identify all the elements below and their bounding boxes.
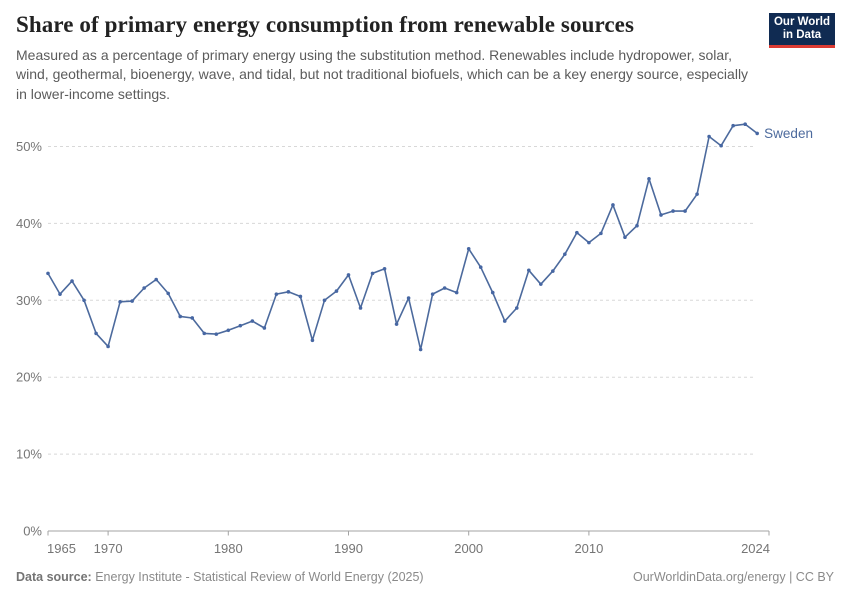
data-point-1977[interactable] <box>190 316 195 320</box>
data-point-1979[interactable] <box>214 332 219 336</box>
data-point-2018[interactable] <box>683 209 687 213</box>
data-point-1970[interactable] <box>106 344 110 349</box>
y-tick-label-50: 50% <box>16 139 42 154</box>
data-point-2013[interactable] <box>623 235 627 240</box>
data-point-1984[interactable] <box>274 292 279 296</box>
data-source: Data source: Energy Institute - Statisti… <box>16 570 424 590</box>
data-point-1986[interactable] <box>298 294 303 299</box>
data-point-2009[interactable] <box>575 230 579 235</box>
data-point-1973[interactable] <box>142 286 146 290</box>
x-tick-label-1990: 1990 <box>334 541 363 556</box>
chart-subtitle: Measured as a percentage of primary ener… <box>16 47 749 102</box>
data-point-1971[interactable] <box>118 300 122 304</box>
data-point-1994[interactable] <box>394 322 399 326</box>
data-point-2001[interactable] <box>478 265 483 270</box>
data-point-1972[interactable] <box>130 299 134 303</box>
data-point-2023[interactable] <box>743 122 747 126</box>
data-point-2006[interactable] <box>539 282 543 286</box>
data-point-1978[interactable] <box>202 331 207 336</box>
chart-footer: Data source: Energy Institute - Statisti… <box>16 570 834 590</box>
data-line-sweden[interactable] <box>47 123 759 351</box>
data-point-2002[interactable] <box>490 290 495 295</box>
data-point-2004[interactable] <box>514 306 519 310</box>
data-point-1982[interactable] <box>250 319 255 323</box>
data-point-1983[interactable] <box>262 326 267 330</box>
data-point-2010[interactable] <box>587 240 591 245</box>
chart-header: Share of primary energy consumption from… <box>16 12 761 104</box>
owid-logo-line1: Our World <box>773 16 830 28</box>
data-point-2021[interactable] <box>719 143 723 148</box>
data-point-1999[interactable] <box>454 290 459 295</box>
x-tick-label-2010: 2010 <box>574 541 603 556</box>
data-source-label: Data source: <box>16 570 92 584</box>
data-point-1991[interactable] <box>358 306 363 310</box>
x-tick-label-1980: 1980 <box>214 541 243 556</box>
data-point-2003[interactable] <box>502 319 507 323</box>
y-tick-label-10: 10% <box>16 447 42 462</box>
data-point-1993[interactable] <box>382 266 387 271</box>
data-point-2015[interactable] <box>647 176 651 181</box>
data-point-1965[interactable] <box>46 271 50 276</box>
data-point-2012[interactable] <box>611 203 615 207</box>
data-point-1967[interactable] <box>70 279 74 283</box>
data-point-1968[interactable] <box>82 298 86 303</box>
data-point-1975[interactable] <box>166 291 170 296</box>
data-point-1996[interactable] <box>418 347 423 352</box>
data-point-2020[interactable] <box>707 134 711 139</box>
data-point-1998[interactable] <box>442 286 447 290</box>
data-point-2005[interactable] <box>527 268 531 273</box>
data-point-2011[interactable] <box>599 231 603 236</box>
data-point-1966[interactable] <box>58 292 62 296</box>
data-point-1992[interactable] <box>370 271 375 276</box>
data-point-2017[interactable] <box>671 209 675 213</box>
x-tick-label-1970: 1970 <box>94 541 123 556</box>
data-point-2022[interactable] <box>731 123 735 128</box>
data-point-1990[interactable] <box>346 273 351 277</box>
data-point-2008[interactable] <box>563 252 567 256</box>
data-point-1997[interactable] <box>430 292 435 296</box>
y-tick-label-20: 20% <box>16 370 42 385</box>
data-point-1980[interactable] <box>226 328 231 333</box>
x-tick-label-2024: 2024 <box>741 541 770 556</box>
x-tick-label-2000: 2000 <box>454 541 483 556</box>
data-point-1987[interactable] <box>310 338 315 343</box>
data-point-2014[interactable] <box>635 223 639 228</box>
data-point-2016[interactable] <box>659 213 663 217</box>
data-point-1989[interactable] <box>334 289 339 293</box>
y-tick-label-40: 40% <box>16 216 42 231</box>
data-point-1981[interactable] <box>238 323 243 328</box>
owid-logo[interactable]: Our World in Data <box>769 13 835 48</box>
data-point-1974[interactable] <box>154 277 158 282</box>
data-point-2000[interactable] <box>466 246 471 251</box>
x-tick-label-1965: 1965 <box>47 541 76 556</box>
y-tick-label-30: 30% <box>16 293 42 308</box>
chart-title: Share of primary energy consumption from… <box>16 12 635 37</box>
credit-link[interactable]: OurWorldinData.org/energy | CC BY <box>632 570 834 584</box>
series-label-sweden[interactable]: Sweden <box>764 126 813 141</box>
data-point-1985[interactable] <box>286 290 291 294</box>
data-point-1976[interactable] <box>178 314 183 319</box>
data-point-1969[interactable] <box>94 331 98 336</box>
data-source-text: Energy Institute - Statistical Review of… <box>91 570 424 584</box>
data-point-1988[interactable] <box>322 298 327 303</box>
data-point-1995[interactable] <box>406 296 411 300</box>
owid-logo-line2: in Data <box>782 29 822 41</box>
data-point-2024[interactable] <box>755 131 759 136</box>
y-tick-label-0: 0% <box>23 524 42 539</box>
data-point-2019[interactable] <box>695 192 699 196</box>
data-point-2007[interactable] <box>551 269 555 273</box>
